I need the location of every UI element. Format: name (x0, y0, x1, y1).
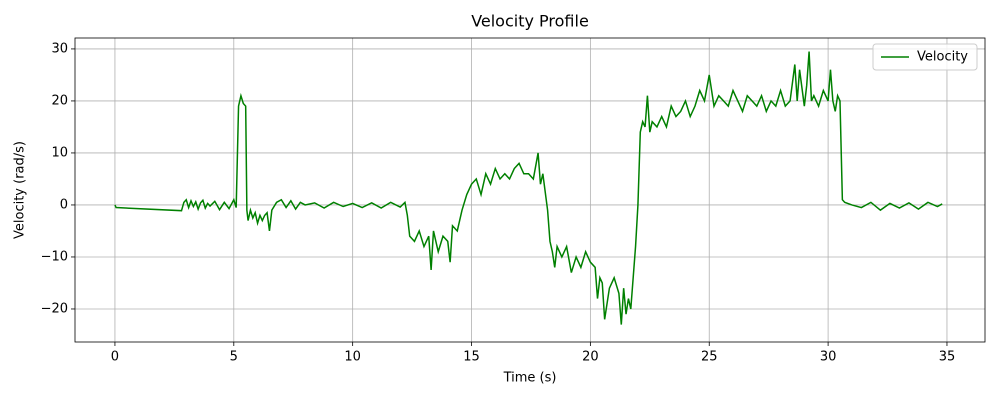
legend: Velocity (872, 43, 978, 71)
y-tick-label: −10 (41, 249, 68, 264)
y-tick-label: 30 (51, 41, 68, 56)
plot-frame (74, 37, 986, 343)
y-tick-label: 20 (51, 93, 68, 108)
y-axis-label: Velocity (rad/s) (13, 141, 28, 239)
y-tick-label: 10 (51, 145, 68, 160)
y-tick-label: 0 (60, 197, 68, 212)
chart-title: Velocity Profile (471, 12, 589, 31)
x-tick-label: 10 (344, 350, 361, 365)
legend-label: Velocity (917, 50, 968, 65)
line-series (114, 51, 943, 325)
x-tick-label: 15 (463, 350, 480, 365)
x-tick-label: 5 (230, 350, 238, 365)
x-tick-label: 20 (582, 350, 599, 365)
x-axis-label: Time (s) (503, 371, 557, 386)
x-tick-label: 30 (820, 350, 837, 365)
y-tick-label: −20 (41, 301, 68, 316)
legend-box (872, 43, 978, 71)
x-tick-label: 0 (111, 350, 119, 365)
x-tick-label: 25 (701, 350, 718, 365)
x-tick-label: 35 (939, 350, 956, 365)
